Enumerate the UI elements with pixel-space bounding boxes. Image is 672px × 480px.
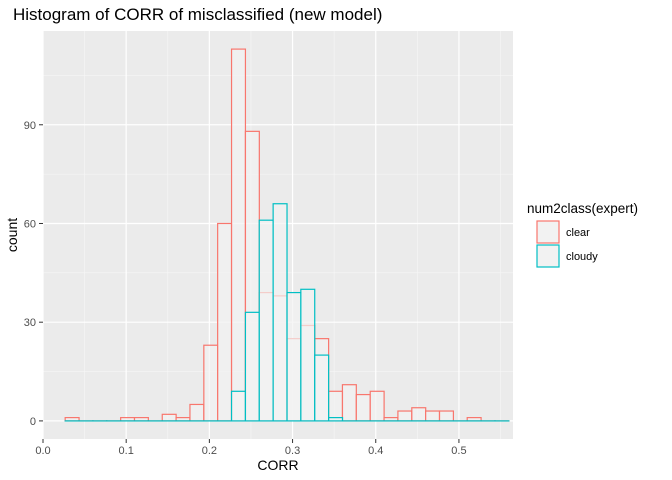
bar-cloudy	[230, 390, 247, 422]
legend-title: num2class(expert)	[527, 201, 638, 216]
bar-cloudy	[272, 203, 288, 422]
bar-cloudy	[258, 219, 274, 422]
bar-cloudy	[286, 291, 302, 422]
bar-clear	[397, 410, 413, 422]
bar-clear	[438, 410, 454, 422]
legend-key-cloudy	[536, 244, 560, 268]
bar-clear	[217, 222, 233, 422]
x-axis: 0.0 0.1 0.2 0.3 0.4 0.5	[35, 439, 467, 457]
bar-cloudy	[314, 354, 330, 422]
bar-cloudy	[300, 288, 316, 422]
bar-clear	[189, 403, 205, 422]
bar-cloudy	[328, 417, 344, 422]
x-tick-label: 0.3	[285, 445, 300, 457]
x-tick-label: 0.1	[119, 445, 134, 457]
bars	[64, 48, 510, 422]
x-tick-label: 0.2	[202, 445, 217, 457]
bar-clear	[161, 413, 177, 422]
x-tick-label: 0.4	[368, 445, 383, 457]
x-axis-title: CORR	[257, 457, 298, 473]
chart-title: Histogram of CORR of misclassified (new …	[13, 5, 382, 24]
bar-clear	[328, 390, 344, 422]
bar-clear	[203, 344, 219, 422]
bar-clear	[411, 407, 427, 422]
y-axis: 0 30 60 90	[24, 120, 43, 428]
y-tick-label: 30	[24, 317, 36, 329]
y-tick-label: 90	[24, 120, 36, 132]
bar-clear	[425, 410, 441, 422]
legend-label-clear: clear	[566, 227, 590, 239]
x-tick-label: 0.0	[35, 445, 50, 457]
legend-key-clear	[536, 220, 560, 244]
x-tick-label: 0.5	[451, 445, 466, 457]
bar-cloudy	[244, 311, 260, 422]
bar-clear	[230, 48, 247, 422]
y-tick-label: 0	[30, 416, 36, 428]
bar-clear	[355, 393, 371, 422]
y-axis-title: count	[4, 218, 20, 252]
y-tick-label: 60	[24, 218, 36, 230]
legend-label-cloudy: cloudy	[566, 251, 598, 263]
bar-clear	[369, 390, 385, 422]
legend: num2class(expert) clear cloudy	[527, 201, 638, 268]
bar-clear	[341, 384, 357, 422]
